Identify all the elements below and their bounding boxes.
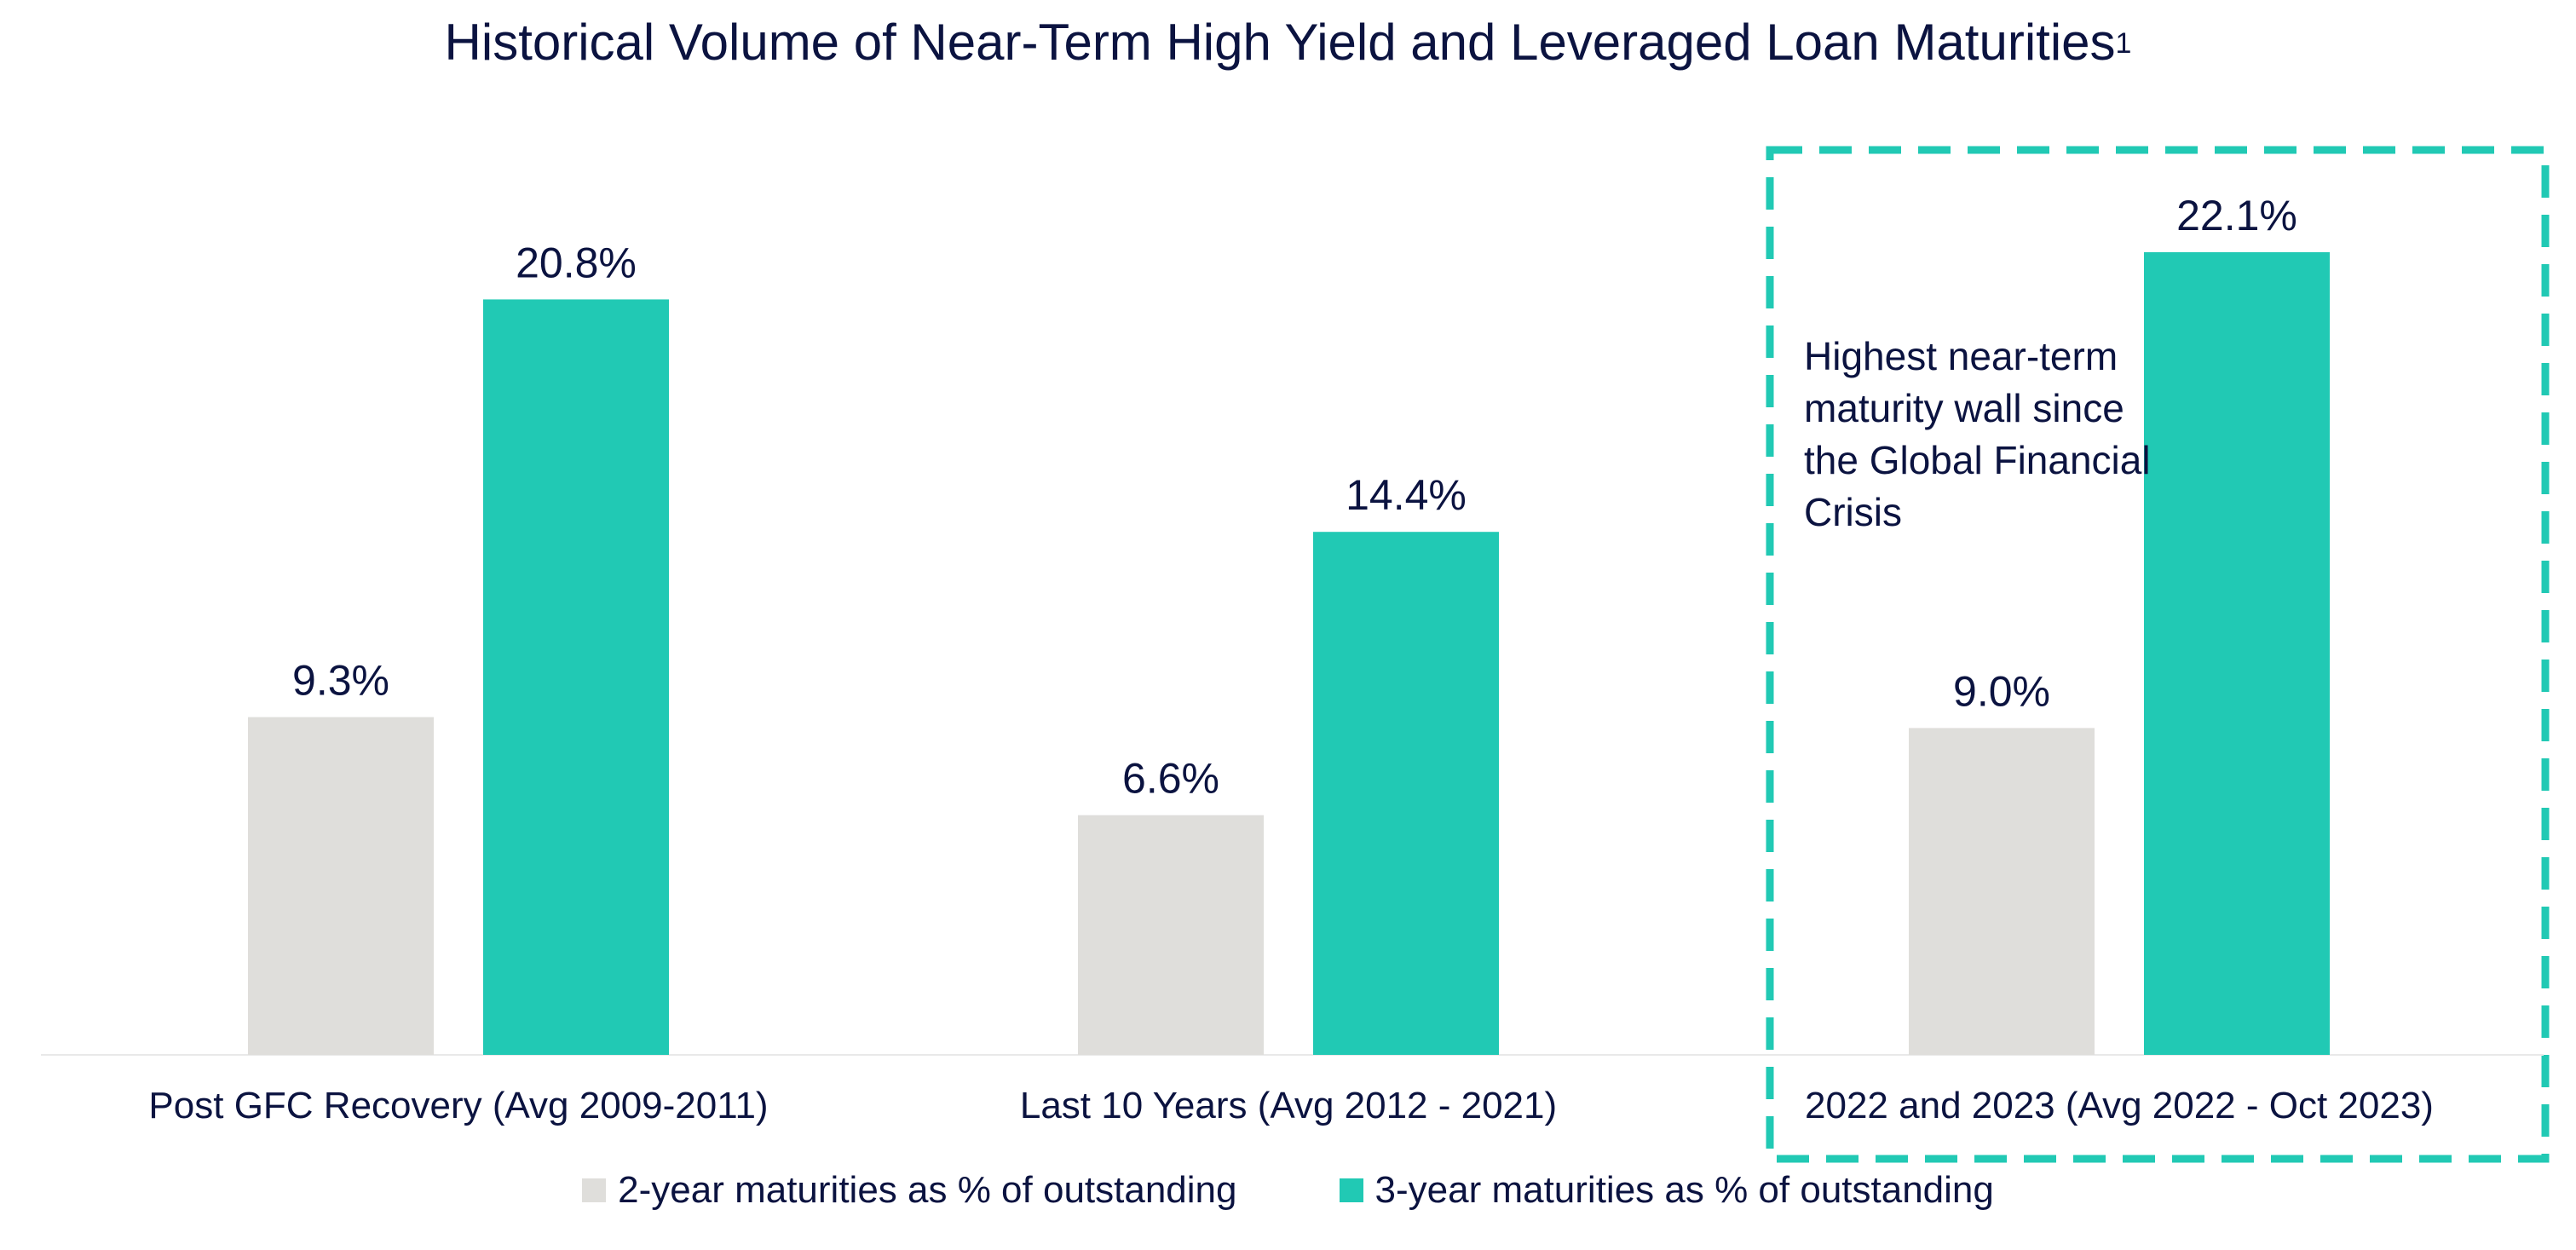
data-label-3-year-1: 20.8%: [516, 239, 637, 286]
x-tick-label-2: Last 10 Years (Avg 2012 - 2021): [1020, 1085, 1557, 1126]
data-label-3-year-2: 14.4%: [1346, 471, 1467, 519]
legend-item-3-year: 3-year maturities as % of outstanding: [1339, 1169, 1994, 1212]
legend-item-2-year: 2-year maturities as % of outstanding: [582, 1169, 1237, 1212]
x-tick-label-3: 2022 and 2023 (Avg 2022 - Oct 2023): [1805, 1085, 2434, 1126]
bar-3-year-3: [2144, 252, 2330, 1055]
data-label-2-year-3: 9.0%: [1953, 667, 2050, 715]
legend-swatch-3-year: [1339, 1178, 1363, 1202]
data-label-2-year-1: 9.3%: [292, 657, 389, 705]
highlight-annotation: Highest near-term maturity wall since th…: [1804, 334, 2151, 534]
legend-swatch-2-year: [582, 1178, 607, 1202]
highlight-box: [1766, 146, 2550, 1163]
chart-title: Historical Volume of Near-Term High Yiel…: [0, 9, 2576, 77]
data-label-3-year-3: 22.1%: [2176, 192, 2297, 239]
bar-3-year-1: [483, 299, 669, 1056]
bar-2-year-1: [248, 717, 434, 1055]
chart-title-footnote: 1: [2115, 27, 2132, 60]
chart-title-text: Historical Volume of Near-Term High Yiel…: [444, 14, 2116, 71]
chart-legend: 2-year maturities as % of outstanding 3-…: [0, 1161, 2576, 1220]
legend-label-2-year: 2-year maturities as % of outstanding: [618, 1169, 1237, 1211]
bar-2-year-2: [1078, 815, 1264, 1055]
x-tick-label-1: Post GFC Recovery (Avg 2009-2011): [148, 1085, 768, 1126]
bar-2-year-3: [1909, 728, 2095, 1055]
legend-label-3-year: 3-year maturities as % of outstanding: [1374, 1169, 1994, 1211]
bar-3-year-2: [1313, 532, 1499, 1055]
data-label-2-year-2: 6.6%: [1122, 755, 1219, 803]
